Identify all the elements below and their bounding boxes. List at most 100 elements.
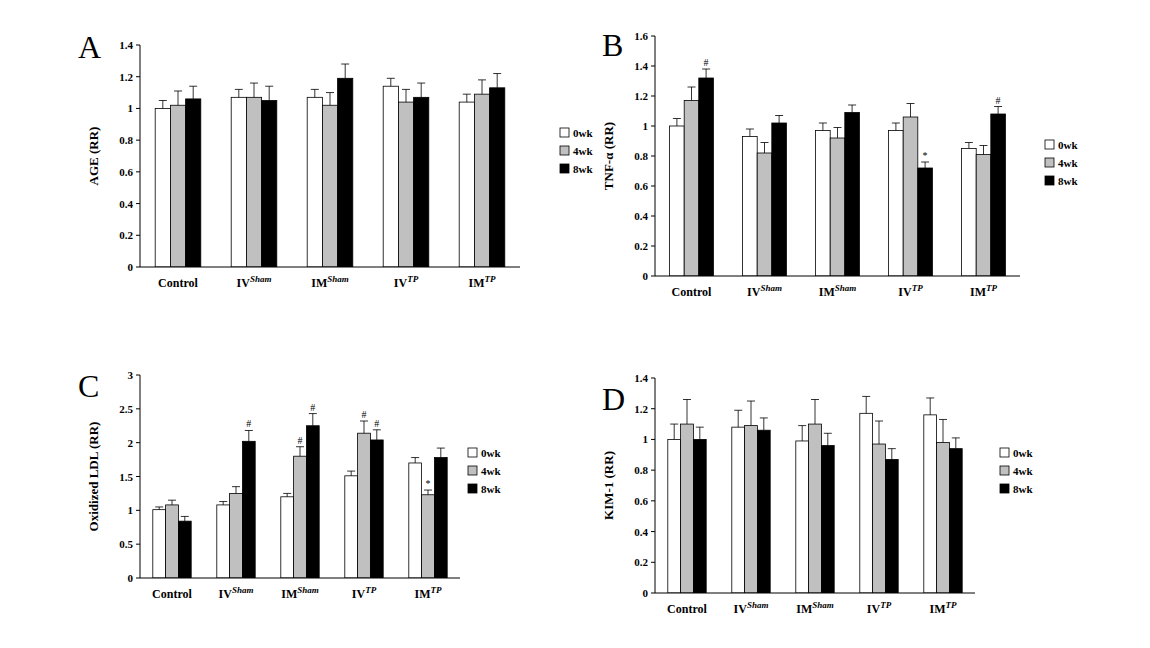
bar bbox=[153, 510, 166, 578]
panel: BTNF-α (RR)00.20.40.60.811.21.41.6#*#Con… bbox=[601, 27, 1078, 299]
category-label: IVSham bbox=[747, 283, 782, 299]
significance-mark: # bbox=[374, 418, 379, 429]
bar bbox=[383, 86, 398, 267]
category-label: Control bbox=[672, 285, 712, 299]
legend-label: 8wk bbox=[573, 163, 593, 175]
bar bbox=[693, 439, 706, 593]
y-tick bbox=[651, 66, 655, 67]
y-tick-label: 1 bbox=[128, 102, 134, 114]
bar bbox=[732, 427, 745, 593]
error-bar bbox=[326, 93, 334, 106]
y-tick-label: 1.4 bbox=[634, 372, 648, 384]
y-tick bbox=[136, 408, 140, 409]
y-axis-label: Oxidized LDL (RR) bbox=[86, 422, 101, 532]
error-bar bbox=[235, 89, 243, 97]
bar bbox=[294, 456, 307, 578]
bar bbox=[281, 497, 294, 578]
bar bbox=[821, 446, 834, 593]
annotations: ##*### bbox=[246, 402, 430, 489]
bar bbox=[414, 97, 429, 267]
y-tick-label: 1.2 bbox=[634, 90, 648, 102]
bar bbox=[757, 153, 772, 276]
legend-label: 4wk bbox=[1013, 465, 1033, 477]
y-axis bbox=[140, 45, 141, 267]
y-tick bbox=[136, 108, 140, 109]
category-label: IMTP bbox=[930, 600, 957, 616]
bar bbox=[490, 88, 505, 267]
bar bbox=[422, 495, 435, 578]
y-tick bbox=[651, 439, 655, 440]
x-axis bbox=[140, 578, 460, 579]
bar bbox=[231, 97, 246, 267]
figure: AAGE (RR)00.20.40.60.811.21.4ControlIVSh… bbox=[0, 0, 1150, 648]
y-tick-label: 1.6 bbox=[634, 30, 648, 42]
error-bar bbox=[921, 162, 929, 168]
panel: COxidized LDL (RR)00.511.522.53##*###Con… bbox=[78, 368, 501, 601]
bar bbox=[699, 78, 714, 276]
category-label: IVSham bbox=[734, 600, 769, 616]
y-tick-label: 1 bbox=[128, 504, 134, 516]
error-bar bbox=[683, 400, 691, 425]
error-bar bbox=[761, 143, 769, 154]
error-bar bbox=[341, 64, 349, 78]
category-label: IMSham bbox=[281, 585, 319, 601]
x-axis bbox=[655, 593, 975, 594]
y-tick bbox=[136, 578, 140, 579]
y-tick-label: 0.2 bbox=[634, 556, 648, 568]
legend-label: 0wk bbox=[481, 447, 501, 459]
panel-letter: A bbox=[78, 29, 101, 65]
bar bbox=[166, 505, 179, 578]
x-axis bbox=[655, 276, 1020, 277]
y-tick bbox=[651, 531, 655, 532]
category-label: IMTP bbox=[970, 283, 997, 299]
y-tick-label: 1.5 bbox=[119, 471, 133, 483]
error-bar bbox=[411, 458, 419, 463]
legend-swatch bbox=[468, 448, 477, 457]
y-tick-label: 0.8 bbox=[634, 150, 648, 162]
y-tick bbox=[136, 375, 140, 376]
error-bar bbox=[994, 107, 1002, 115]
error-bar bbox=[760, 418, 768, 430]
y-tick-label: 0 bbox=[643, 587, 649, 599]
category-label: Control bbox=[158, 276, 198, 290]
y-tick-label: 0.6 bbox=[634, 180, 648, 192]
legend-swatch bbox=[560, 128, 569, 137]
panel: DKIM-1 (RR)00.20.40.60.811.21.4ControlIV… bbox=[601, 372, 1033, 616]
y-tick bbox=[136, 171, 140, 172]
y-axis bbox=[140, 375, 141, 578]
bar bbox=[681, 424, 694, 593]
bar bbox=[962, 149, 977, 277]
y-tick-label: 0.4 bbox=[634, 210, 648, 222]
error-bar bbox=[834, 128, 842, 139]
bar bbox=[370, 440, 383, 578]
legend-label: 4wk bbox=[1058, 157, 1078, 169]
legend-label: 8wk bbox=[481, 483, 501, 495]
y-tick bbox=[651, 186, 655, 187]
bars bbox=[670, 69, 1006, 276]
significance-mark: # bbox=[310, 402, 315, 413]
error-bar bbox=[283, 493, 291, 496]
y-tick bbox=[651, 246, 655, 247]
y-tick-label: 1.4 bbox=[634, 60, 648, 72]
error-bar bbox=[747, 401, 755, 426]
bar bbox=[885, 459, 898, 593]
error-bar bbox=[493, 74, 501, 88]
error-bar bbox=[168, 500, 176, 505]
legend-label: 4wk bbox=[481, 465, 501, 477]
y-tick bbox=[136, 76, 140, 77]
error-bar bbox=[417, 83, 425, 97]
error-bar bbox=[309, 414, 317, 426]
error-bar bbox=[811, 400, 819, 425]
legend-swatch bbox=[1000, 466, 1009, 475]
error-bar bbox=[219, 502, 227, 505]
error-bar bbox=[848, 105, 856, 113]
y-tick bbox=[651, 156, 655, 157]
y-tick-label: 0.2 bbox=[634, 240, 648, 252]
legend-swatch bbox=[1000, 448, 1009, 457]
bar bbox=[757, 430, 770, 593]
category-label: IVTP bbox=[867, 600, 892, 616]
category-label: IMSham bbox=[311, 274, 349, 290]
bar bbox=[434, 458, 447, 578]
y-tick bbox=[651, 593, 655, 594]
y-tick-label: 1 bbox=[643, 120, 649, 132]
